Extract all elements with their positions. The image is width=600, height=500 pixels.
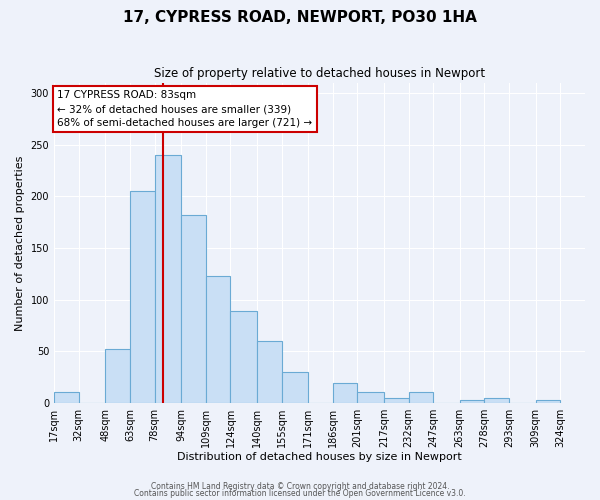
Bar — [105, 349, 130, 403]
Y-axis label: Number of detached properties: Number of detached properties — [15, 155, 25, 330]
Bar — [257, 341, 281, 402]
Bar — [281, 372, 308, 402]
Text: 17 CYPRESS ROAD: 83sqm
← 32% of detached houses are smaller (339)
68% of semi-de: 17 CYPRESS ROAD: 83sqm ← 32% of detached… — [58, 90, 313, 128]
Bar — [536, 400, 560, 402]
Text: 17, CYPRESS ROAD, NEWPORT, PO30 1HA: 17, CYPRESS ROAD, NEWPORT, PO30 1HA — [123, 10, 477, 25]
Bar — [384, 398, 409, 402]
Bar — [206, 276, 230, 402]
Text: Contains HM Land Registry data © Crown copyright and database right 2024.: Contains HM Land Registry data © Crown c… — [151, 482, 449, 491]
Text: Contains public sector information licensed under the Open Government Licence v3: Contains public sector information licen… — [134, 489, 466, 498]
Bar — [155, 155, 181, 402]
Bar — [230, 311, 257, 402]
X-axis label: Distribution of detached houses by size in Newport: Distribution of detached houses by size … — [177, 452, 462, 462]
Bar — [460, 400, 484, 402]
Bar — [484, 398, 509, 402]
Bar — [409, 392, 433, 402]
Bar — [181, 215, 206, 402]
Bar — [358, 392, 384, 402]
Title: Size of property relative to detached houses in Newport: Size of property relative to detached ho… — [154, 68, 485, 80]
Bar — [130, 192, 155, 402]
Bar — [333, 383, 358, 402]
Bar — [54, 392, 79, 402]
